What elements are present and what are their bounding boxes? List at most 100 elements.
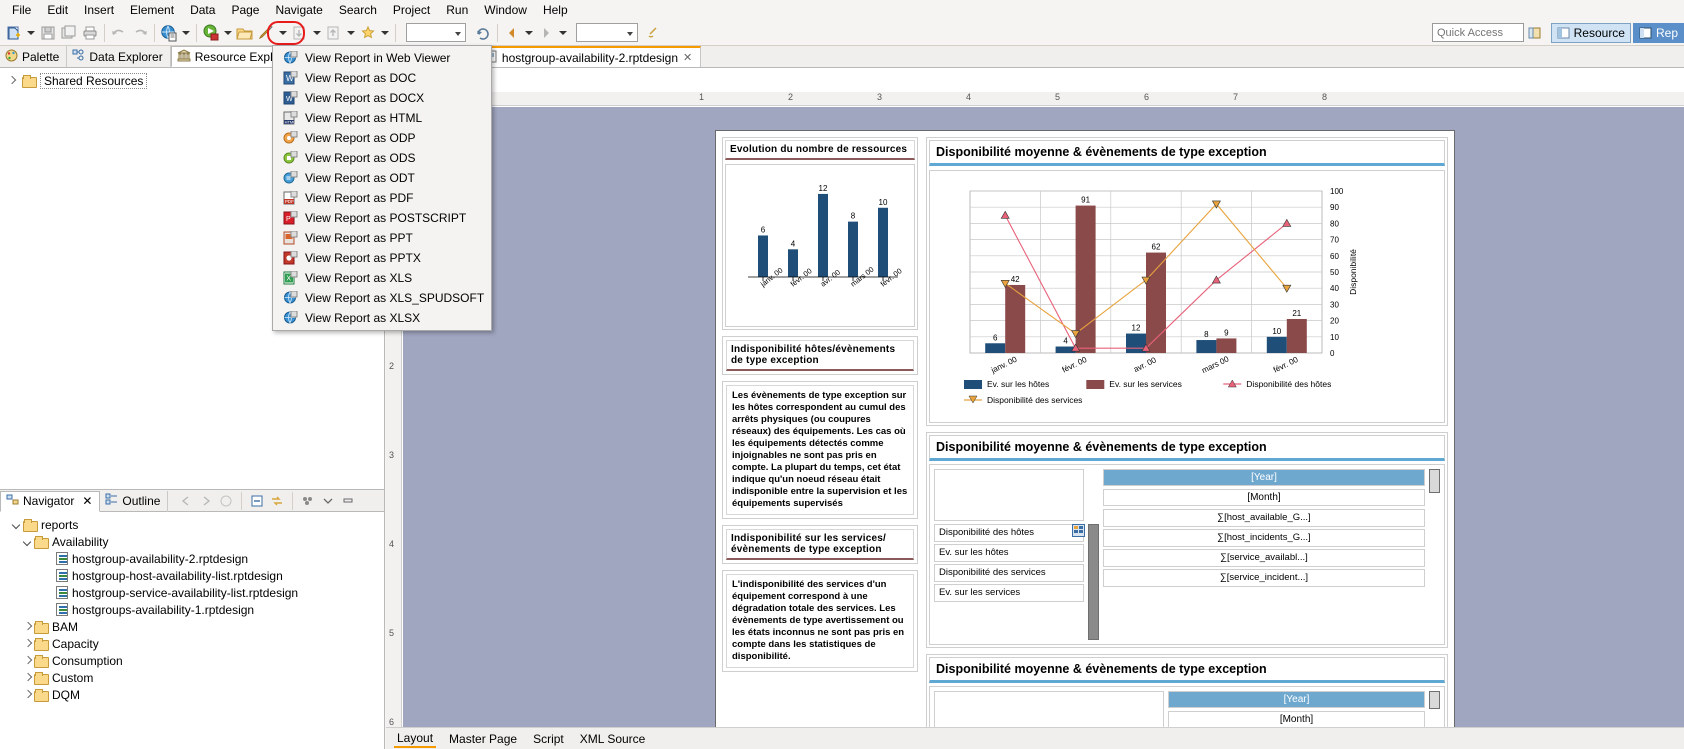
new-report-dropdown-arrow[interactable] [25, 23, 37, 43]
menu-item-search[interactable]: Search [338, 3, 377, 17]
tab-data-explorer[interactable]: Data Explorer [67, 46, 171, 67]
print-icon[interactable] [80, 23, 100, 43]
minimize-icon[interactable] [320, 493, 336, 509]
perspective-resource[interactable]: Resource [1550, 23, 1631, 43]
menu-item-view-report-as-ods[interactable]: View Report as ODS [273, 148, 491, 168]
table-grip-handle[interactable] [1072, 524, 1085, 537]
link-editor-icon[interactable] [269, 493, 285, 509]
tree-item-folder[interactable]: BAM [0, 618, 384, 635]
resource-evolution-chart[interactable]: 6 4 12 8 10 janv. 00 févr. 00 avr. 00 mars 00 fév… [725, 164, 915, 327]
report-page[interactable]: Evolution du nombre de ressources 6 4 12 8 1… [715, 130, 1455, 727]
availability-table-box[interactable]: Disponibilité moyenne & évènements de ty… [926, 432, 1448, 648]
save-all-icon[interactable] [59, 23, 79, 43]
view-tab-layout[interactable]: Layout [394, 730, 437, 748]
table-row-label[interactable]: Disponibilité des services [934, 564, 1084, 582]
chevron-right-icon[interactable] [22, 689, 34, 701]
perspective-report[interactable]: Rep [1632, 23, 1684, 43]
nav-back-arrow[interactable] [523, 23, 535, 43]
menu-item-view-report-as-xls[interactable]: X View Report as XLS [273, 268, 491, 288]
table2-right-scrollbar[interactable] [1429, 691, 1440, 709]
open-folder-icon[interactable] [235, 23, 255, 43]
star-icon[interactable] [358, 23, 378, 43]
table-right-scrollbar[interactable] [1429, 469, 1440, 493]
run-icon[interactable] [201, 23, 221, 43]
tree-item-folder[interactable]: reports [0, 516, 384, 533]
menu-item-navigate[interactable]: Navigate [275, 3, 323, 17]
chevron-right-icon[interactable] [6, 75, 18, 87]
table-row-value[interactable]: ∑[host_available_G...] [1103, 509, 1425, 527]
menu-item-file[interactable]: File [12, 3, 32, 17]
import-dropdown-arrow[interactable] [311, 23, 323, 43]
menu-item-view-report-as-xlsx[interactable]: View Report as XLSX [273, 308, 491, 328]
tree-item-file[interactable]: hostgroup-service-availability-list.rptd… [0, 584, 384, 601]
tree-item-folder[interactable]: Availability [0, 533, 384, 550]
maximize-icon[interactable] [340, 493, 356, 509]
tree-item-file[interactable]: hostgroups-availability-1.rptdesign [0, 601, 384, 618]
quick-access-input[interactable] [1432, 23, 1524, 42]
forward-icon[interactable] [198, 493, 214, 509]
availability-table2[interactable]: [Year] [Month] [929, 686, 1445, 727]
chevron-right-icon[interactable] [22, 621, 34, 633]
tree-item-file[interactable]: hostgroup-availability-2.rptdesign [0, 550, 384, 567]
editor-tab[interactable]: hostgroup-availability-2.rptdesign ✕ [476, 46, 702, 67]
edit-dropdown-arrow[interactable] [277, 23, 289, 43]
availability-table2-box[interactable]: Disponibilité moyenne & évènements de ty… [926, 654, 1448, 727]
menu-item-data[interactable]: Data [190, 3, 216, 17]
menu-item-window[interactable]: Window [484, 3, 527, 17]
link-icon[interactable] [643, 23, 663, 43]
refresh-icon[interactable] [473, 23, 493, 43]
edit-pencil-icon[interactable] [256, 23, 276, 43]
resource-chart-box[interactable]: Evolution du nombre de ressources 6 4 12 8 1… [722, 137, 918, 330]
menu-item-project[interactable]: Project [392, 3, 431, 17]
design-canvas[interactable]: Evolution du nombre de ressources 6 4 12 8 1… [403, 107, 1684, 727]
table-row-value[interactable]: ∑[service_availabl...] [1103, 549, 1425, 567]
table-row-label[interactable]: Ev. sur les services [934, 584, 1084, 602]
menu-item-view-report-as-postscript[interactable]: P View Report as POSTSCRIPT [273, 208, 491, 228]
tree-item-folder[interactable]: Consumption [0, 652, 384, 669]
menu-item-view-report-as-ppt[interactable]: View Report as PPT [273, 228, 491, 248]
view-tab-xml-source[interactable]: XML Source [579, 731, 646, 746]
export-dropdown-arrow[interactable] [345, 23, 357, 43]
menu-item-edit[interactable]: Edit [47, 3, 69, 17]
table-row-label[interactable]: Disponibilité des hôtes [934, 524, 1084, 542]
chevron-right-icon[interactable] [22, 655, 34, 667]
preview-report-icon[interactable] [159, 23, 179, 43]
availability-table[interactable]: Disponibilité des hôtes Ev. sur les hôtes… [929, 464, 1445, 645]
export-icon[interactable] [324, 23, 344, 43]
chevron-right-icon[interactable] [22, 638, 34, 650]
run-dropdown-arrow[interactable] [222, 23, 234, 43]
import-icon[interactable] [290, 23, 310, 43]
home-icon[interactable] [218, 493, 234, 509]
secondary-combo[interactable] [576, 23, 638, 42]
table2-year-header[interactable]: [Year] [1168, 691, 1425, 708]
table2-month-header[interactable]: [Month] [1168, 711, 1425, 727]
nav-back-icon[interactable] [502, 23, 522, 43]
availability-chart-box[interactable]: Disponibilité moyenne & évènements de ty… [926, 137, 1448, 426]
collapse-all-icon[interactable] [249, 493, 265, 509]
table-year-header[interactable]: [Year] [1103, 469, 1425, 486]
menu-item-view-report-as-docx[interactable]: W View Report as DOCX [273, 88, 491, 108]
preview-report-dropdown-arrow[interactable] [180, 23, 192, 43]
save-icon[interactable] [38, 23, 58, 43]
menu-item-view-report-as-doc[interactable]: W View Report as DOC [273, 68, 491, 88]
chevron-down-icon[interactable] [22, 536, 34, 548]
menu-item-view-report-as-odp[interactable]: View Report as ODP [273, 128, 491, 148]
close-icon[interactable]: ✕ [683, 52, 693, 64]
tab-palette[interactable]: Palette [0, 46, 68, 67]
menu-item-view-report-as-xls-spudsoft[interactable]: View Report as XLS_SPUDSOFT [273, 288, 491, 308]
nav-forward-arrow[interactable] [557, 23, 569, 43]
table-vertical-scrollbar[interactable] [1088, 524, 1099, 640]
close-icon[interactable]: ✕ [82, 494, 93, 508]
nav-forward-icon[interactable] [536, 23, 556, 43]
section1-text-box[interactable]: Les évènements de type exception sur les… [722, 381, 918, 519]
view-menu-icon[interactable] [300, 493, 316, 509]
tab-navigator[interactable]: Navigator ✕ [0, 490, 101, 512]
menu-item-view-report-as-html[interactable]: HTML View Report as HTML [273, 108, 491, 128]
menu-item-view-report-as-odt[interactable]: View Report as ODT [273, 168, 491, 188]
zoom-combo[interactable] [406, 23, 466, 42]
menu-item-view-report-as-pptx[interactable]: View Report as PPTX [273, 248, 491, 268]
menu-item-view-report-in-web-viewer[interactable]: View Report in Web Viewer [273, 48, 491, 68]
menu-item-run[interactable]: Run [446, 3, 469, 17]
menu-item-help[interactable]: Help [542, 3, 568, 17]
menu-item-view-report-as-pdf[interactable]: PDF View Report as PDF [273, 188, 491, 208]
